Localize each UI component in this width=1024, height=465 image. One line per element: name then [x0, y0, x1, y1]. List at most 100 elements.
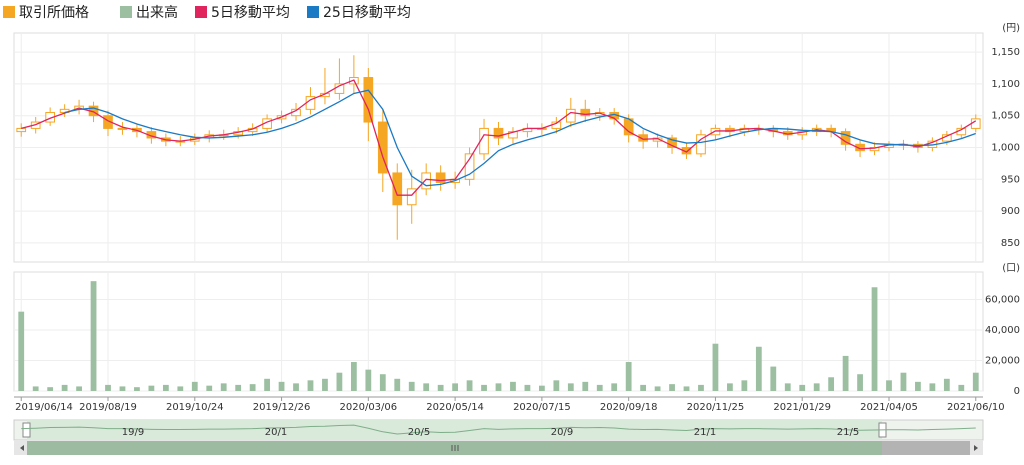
legend-label[interactable]: 25日移動平均 [323, 5, 411, 21]
volume-bar [712, 343, 719, 391]
candle-body [117, 127, 128, 130]
volume-bar [828, 377, 835, 391]
legend-swatch [3, 6, 15, 18]
x-tick-label: 2019/10/24 [166, 402, 224, 413]
volume-bar [799, 384, 806, 391]
volume-bar [958, 384, 965, 391]
navigator-label: 21/5 [837, 427, 859, 438]
volume-bar [61, 384, 68, 391]
volume-bar [350, 362, 357, 391]
volume-bar [842, 355, 849, 391]
volume-bar [162, 384, 169, 391]
volume-bar [972, 372, 979, 391]
volume-bar [929, 383, 936, 391]
volume-bar [293, 383, 299, 391]
navigator-label: 21/1 [694, 427, 716, 438]
volume-bar [755, 346, 762, 391]
x-tick-label: 2020/09/18 [600, 402, 658, 413]
legend-swatch [307, 6, 319, 18]
moving-average-line [64, 89, 976, 187]
y-unit: (円) [1002, 23, 1020, 34]
navigator-window[interactable] [27, 420, 882, 440]
legend-label[interactable]: 5日移動平均 [211, 5, 290, 21]
volume-bar [857, 374, 863, 391]
candle-body [363, 77, 374, 123]
x-tick-label: 2021/04/05 [860, 402, 918, 413]
volume-bar [394, 378, 401, 391]
volume-bar [32, 386, 39, 391]
volume-bar [538, 385, 545, 391]
candle-body [392, 172, 403, 206]
volume-bar [278, 381, 285, 391]
x-tick-label: 2021/01/29 [773, 402, 831, 413]
candle-body [493, 127, 504, 139]
volume-bar [813, 383, 820, 391]
candle-body [464, 153, 475, 180]
navigator-label: 20/9 [551, 427, 573, 438]
legend-label[interactable]: 出来高 [136, 4, 178, 21]
scrollbar-grip [451, 445, 459, 451]
scroll-right[interactable] [974, 445, 978, 451]
volume-bar [105, 384, 111, 391]
y2-tick-label: 40,000 [985, 325, 1020, 336]
x-tick-label: 2019/06/14 [15, 402, 73, 413]
volume-bar [886, 380, 892, 391]
candle-body [406, 188, 417, 206]
candle-body [638, 134, 648, 142]
x-tick-label: 2019/08/19 [79, 402, 137, 413]
volume-bar [900, 372, 907, 391]
volume-bar [119, 386, 126, 391]
volume-bar [611, 383, 618, 391]
volume-bar [640, 384, 647, 391]
volume-bar [76, 386, 82, 391]
y2-tick-label: 60,000 [985, 294, 1020, 305]
volume-bar [235, 384, 242, 391]
navigator-label: 20/5 [408, 427, 430, 438]
volume-bar [264, 378, 270, 391]
candle-body [435, 172, 446, 183]
x-tick-label: 2019/12/26 [253, 402, 311, 413]
volume-bar [943, 378, 950, 391]
legend: 取引所価格 出来高 5日移動平均 25日移動平均 [3, 4, 411, 21]
volume-bar [220, 383, 227, 391]
candle-body [855, 143, 865, 152]
volume-bar [437, 384, 444, 391]
volume-bar [379, 374, 386, 391]
x-tick-label: 2020/05/14 [426, 402, 484, 413]
candle-body [970, 118, 981, 129]
scroll-left[interactable] [20, 445, 24, 451]
volume-bar [510, 381, 516, 391]
candle-body [421, 172, 432, 190]
volume-bar [871, 287, 878, 391]
candle-body [479, 127, 489, 155]
y2-unit: (口) [1002, 263, 1020, 274]
legend-label[interactable]: 取引所価格 [19, 5, 89, 21]
volume-bar [47, 387, 54, 391]
x-tick-label: 2021/06/10 [947, 402, 1005, 413]
volume-bar [741, 380, 748, 391]
legend-swatch [195, 6, 207, 18]
navigator-label: 19/9 [122, 427, 144, 438]
candle-body [16, 127, 27, 133]
volume-bar [322, 378, 328, 391]
volume-bar [452, 383, 459, 391]
y-tick-label: 950 [1001, 174, 1020, 185]
volume-bar [495, 383, 502, 391]
candle-body [377, 121, 388, 174]
volume-bar [654, 386, 661, 391]
y-tick-label: 850 [1001, 238, 1020, 249]
volume-bar [134, 387, 140, 391]
navigator-handle[interactable] [22, 422, 31, 438]
y-tick-label: 1,050 [991, 111, 1020, 122]
volume-bar [206, 385, 213, 391]
volume-bar [625, 362, 632, 391]
y-tick-label: 1,100 [991, 79, 1020, 90]
volume-bar [423, 383, 430, 391]
volume-bar [784, 383, 791, 391]
volume-bar [669, 384, 675, 391]
volume-bar [596, 384, 603, 391]
x-tick-label: 2020/07/15 [513, 402, 571, 413]
volume-bar [336, 372, 343, 391]
volume-bar [307, 380, 314, 391]
